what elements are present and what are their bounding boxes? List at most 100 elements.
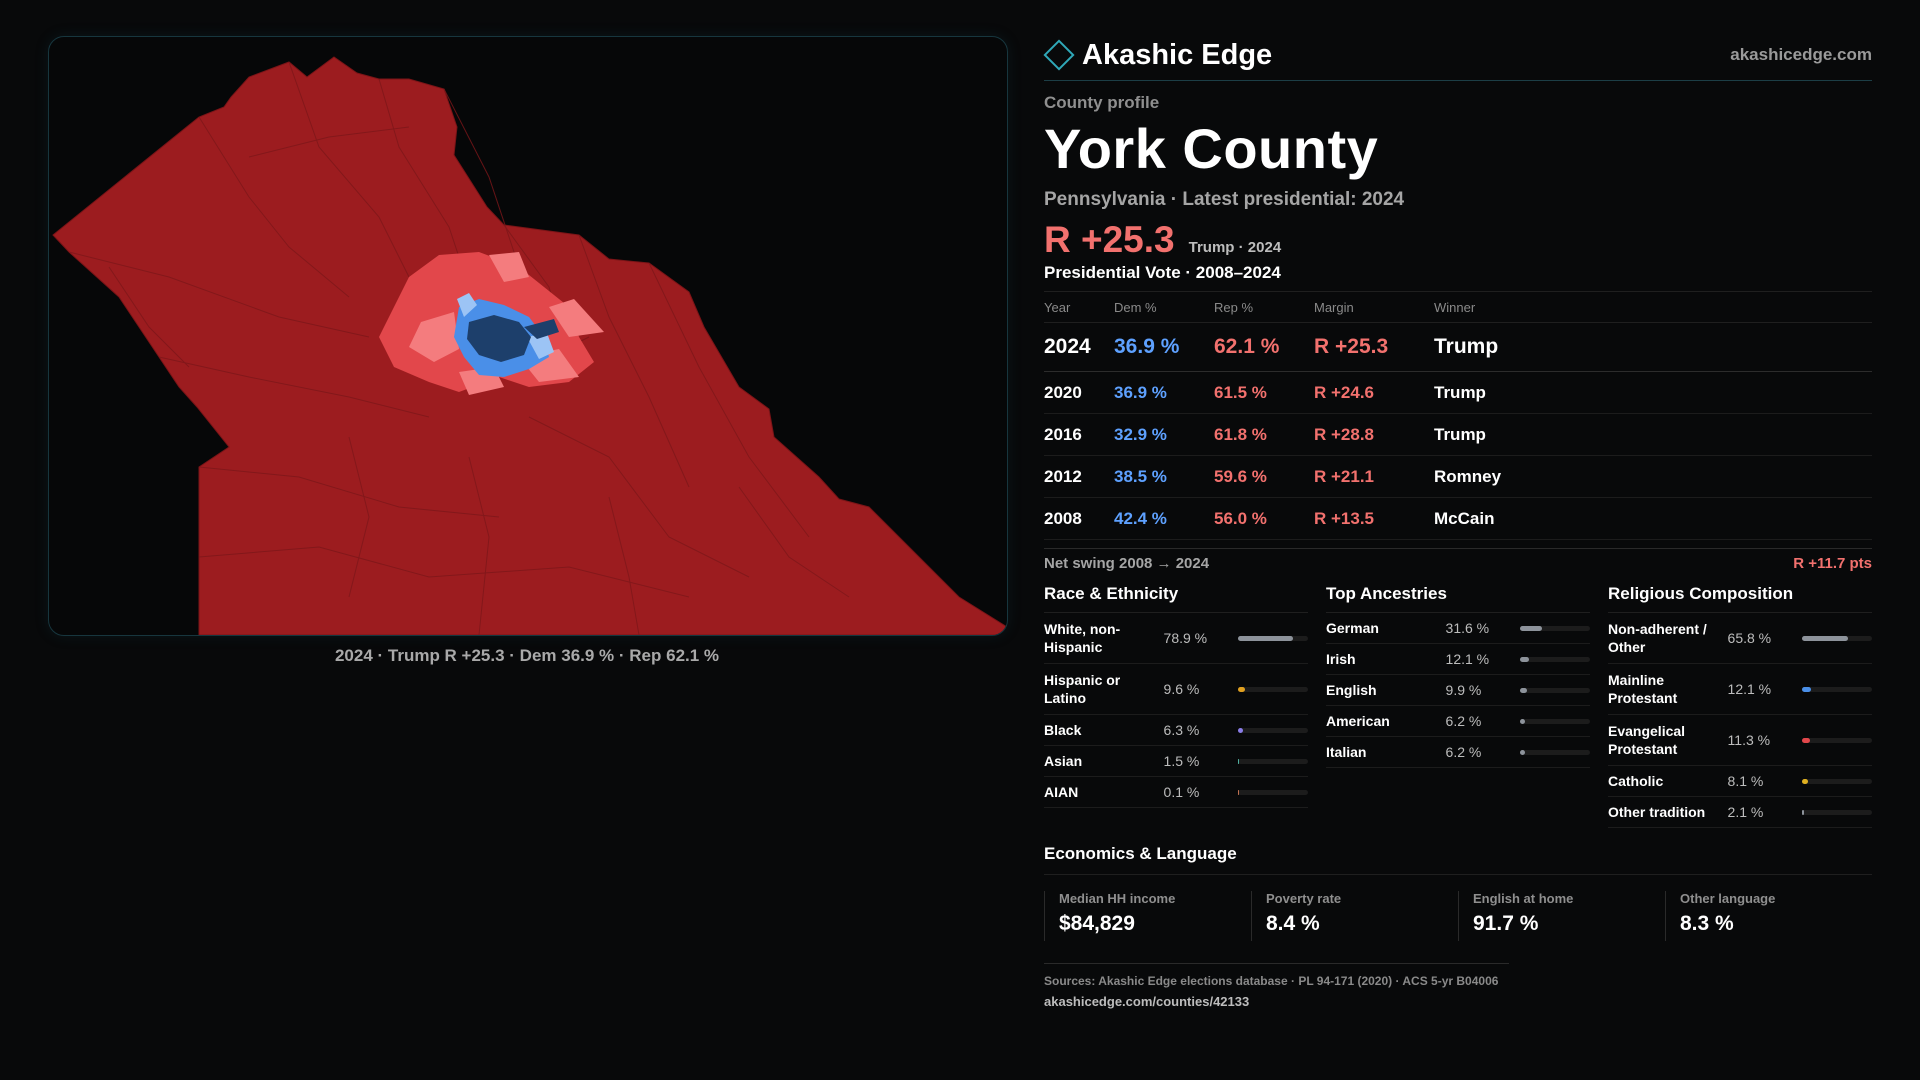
ancestry-bar-fill (1520, 749, 1525, 755)
econ-label: Median HH income (1059, 891, 1176, 906)
race-label: Asian (1044, 753, 1083, 769)
list-item: German 31.6 % (1326, 613, 1590, 644)
brand-url-link[interactable]: akashicedge.com (1730, 45, 1872, 64)
ancestry-bar-fill (1520, 718, 1525, 724)
margin-cell: R +13.5 (1314, 497, 1434, 540)
race-bar-fill (1238, 686, 1245, 692)
margin-cell: R +28.8 (1314, 413, 1434, 456)
ancestry-bar (1520, 625, 1590, 631)
list-item: Catholic 8.1 % (1608, 766, 1872, 797)
list-item: Evangelical Protestant 11.3 % (1608, 715, 1872, 766)
race-bar (1238, 758, 1308, 764)
econ-label: Other language (1680, 891, 1776, 906)
religion-label: Catholic (1608, 773, 1664, 789)
religion-label: Non-adherent / Other (1608, 621, 1707, 655)
ancestry-bar (1520, 656, 1590, 662)
religion-bar (1802, 635, 1872, 641)
race-bar (1238, 789, 1308, 795)
race-title: Race & Ethnicity (1044, 584, 1308, 613)
race-value: 78.9 % (1163, 630, 1208, 646)
race-label: Hispanic or Latino (1044, 672, 1121, 706)
ancestry-label: German (1326, 620, 1379, 636)
list-item: Asian 1.5 % (1044, 746, 1308, 777)
map-caption: 2024 · Trump R +25.3 · Dem 36.9 % · Rep … (334, 646, 720, 665)
margin-cell: R +24.6 (1314, 371, 1434, 414)
brand[interactable]: Akashic Edge (1043, 38, 1273, 72)
margin-cell: R +25.3 (1314, 322, 1434, 372)
list-item: English 9.9 % (1326, 675, 1590, 706)
race-value: 9.6 % (1163, 681, 1200, 697)
county-map[interactable] (49, 37, 1007, 635)
race-value: 6.3 % (1163, 722, 1200, 738)
ancestry-bar-fill (1520, 656, 1529, 662)
econ-label: Poverty rate (1266, 891, 1342, 906)
vote-table-header: Year Dem % Rep % Margin Winner (1044, 292, 1872, 323)
list-item: Hispanic or Latino 9.6 % (1044, 664, 1308, 715)
ancestry-label: Irish (1326, 651, 1356, 667)
econ-card-poverty: Poverty rate 8.4 % (1251, 891, 1458, 941)
table-row: 2020 36.9 % 61.5 % R +24.6 Trump (1044, 371, 1872, 414)
econ-label: English at home (1473, 891, 1574, 906)
york-city-precincts[interactable] (379, 252, 604, 395)
rep-cell: 61.8 % (1214, 413, 1314, 456)
headline-margin: R +25.3 Trump · 2024 (1044, 219, 1872, 261)
religion-bar (1802, 809, 1872, 815)
ancestry-bar-fill (1520, 625, 1543, 631)
ancestry-label: Italian (1326, 744, 1367, 760)
table-row: 2012 38.5 % 59.6 % R +21.1 Romney (1044, 455, 1872, 498)
winner-cell: Trump (1434, 371, 1872, 414)
swing-value: R +11.7 pts (1793, 555, 1872, 572)
race-label: Black (1044, 722, 1082, 738)
race-ethnicity-section: Race & Ethnicity White, non-Hispanic 78.… (1044, 584, 1308, 828)
religion-bar (1802, 778, 1872, 784)
religion-bar (1802, 737, 1872, 743)
religion-bar-fill (1802, 778, 1808, 784)
religion-bar-fill (1802, 686, 1811, 692)
race-bar-fill (1238, 727, 1243, 733)
econ-card-english: English at home 91.7 % (1458, 891, 1665, 941)
ancestry-value: 6.2 % (1445, 744, 1482, 760)
rep-cell: 56.0 % (1214, 497, 1314, 540)
econ-card-other-language: Other language 8.3 % (1665, 891, 1872, 941)
race-value: 1.5 % (1163, 753, 1200, 769)
race-bar (1238, 686, 1308, 692)
profile-eyebrow: County profile (1044, 93, 1160, 112)
sources-url-link[interactable]: akashicedge.com/counties/42133 (1044, 994, 1250, 1009)
race-bar-fill (1238, 758, 1240, 764)
page-title: York County (1044, 117, 1379, 180)
ancestry-value: 9.9 % (1445, 682, 1482, 698)
dem-cell: 36.9 % (1114, 371, 1214, 414)
profile-subtitle: Pennsylvania · Latest presidential: 2024 (1044, 189, 1405, 210)
year-cell: 2024 (1044, 322, 1114, 372)
rep-cell: 61.5 % (1214, 371, 1314, 414)
religion-label: Mainline Protestant (1608, 672, 1678, 706)
religion-bar-fill (1802, 635, 1849, 641)
county-map-panel[interactable] (48, 36, 1008, 636)
winner-cell: Romney (1434, 455, 1872, 498)
col-margin: Margin (1314, 292, 1434, 323)
list-item: Other tradition 2.1 % (1608, 797, 1872, 828)
econ-card-income: Median HH income $84,829 (1044, 891, 1251, 941)
ancestry-bar (1520, 718, 1590, 724)
ancestry-section: Top Ancestries German 31.6 % Irish 12.1 … (1326, 584, 1590, 828)
race-value: 0.1 % (1163, 784, 1200, 800)
year-cell: 2012 (1044, 455, 1114, 498)
economics-title: Economics & Language (1044, 844, 1872, 875)
dem-cell: 36.9 % (1114, 322, 1214, 372)
ancestry-value: 6.2 % (1445, 713, 1482, 729)
col-rep: Rep % (1214, 292, 1314, 323)
col-year: Year (1044, 292, 1114, 323)
list-item: Black 6.3 % (1044, 715, 1308, 746)
religion-value: 12.1 % (1727, 681, 1772, 697)
sources-text: Sources: Akashic Edge elections database… (1044, 974, 1499, 988)
net-swing: Net swing 2008 → 2024 R +11.7 pts (1044, 548, 1872, 572)
rep-cell: 59.6 % (1214, 455, 1314, 498)
demographics: Race & Ethnicity White, non-Hispanic 78.… (1044, 584, 1872, 828)
religion-value: 2.1 % (1727, 804, 1764, 820)
diamond-logo-icon (1043, 39, 1075, 71)
ancestry-value: 12.1 % (1445, 651, 1490, 667)
brand-name: Akashic Edge (1082, 38, 1273, 71)
table-row: 2024 36.9 % 62.1 % R +25.3 Trump (1044, 322, 1872, 372)
religion-value: 65.8 % (1727, 630, 1772, 646)
religion-bar-fill (1802, 737, 1811, 743)
